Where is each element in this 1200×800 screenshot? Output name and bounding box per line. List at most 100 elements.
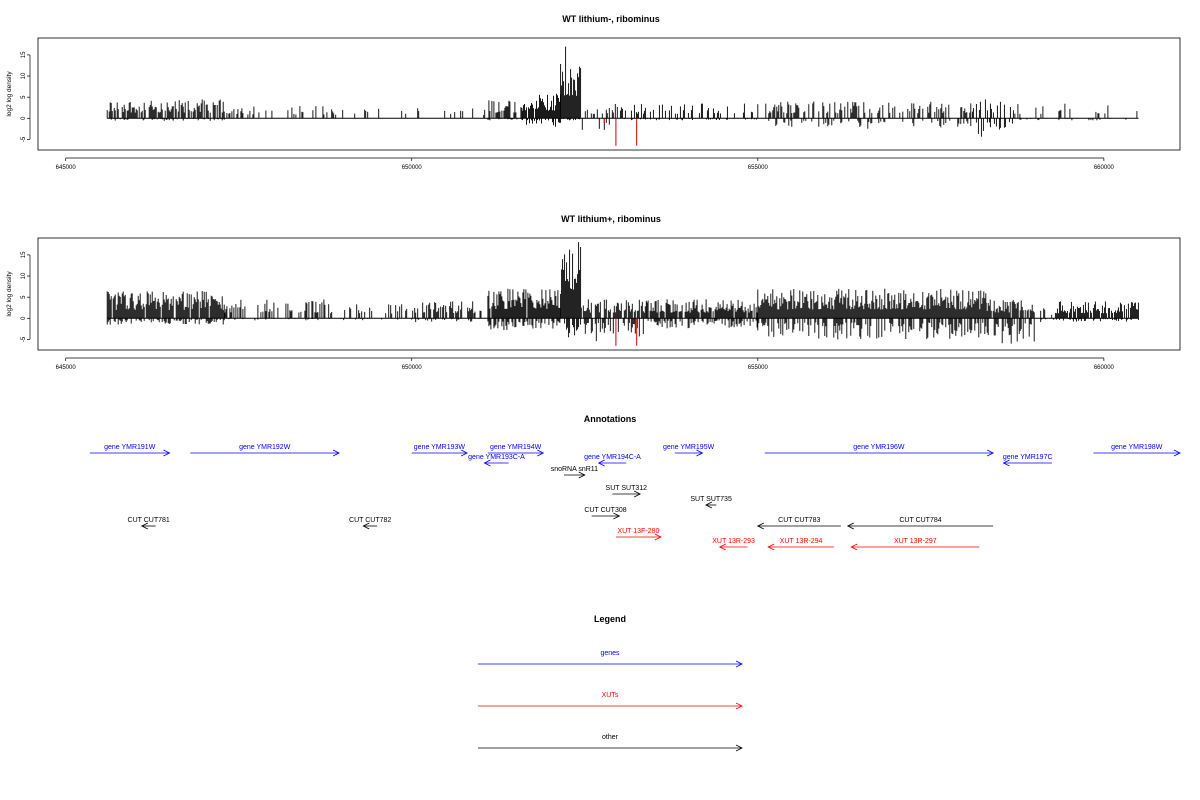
annotation-feature: gene YMR198W — [1093, 444, 1181, 457]
feature-arrowhead — [696, 449, 704, 457]
x-tick-label: 650000 — [402, 165, 423, 171]
y-tick-label: 0 — [21, 116, 27, 120]
y-tick-label: 15 — [21, 251, 27, 258]
legend-label: other — [602, 734, 619, 741]
panel-2-title: WT lithium+, ribominus — [561, 214, 661, 224]
legend-label: genes — [600, 650, 620, 657]
annotation-feature: gene YMR192W — [190, 444, 340, 457]
panel-1-title: WT lithium-, ribominus — [562, 14, 660, 24]
annotation-feature: CUT CUT782 — [349, 517, 391, 530]
feature-arrowhead — [1002, 459, 1010, 467]
feature-arrowhead — [597, 459, 605, 467]
x-tick-label: 645000 — [56, 165, 77, 171]
legend: Legend genes XUTs other — [478, 614, 743, 752]
legend-title: Legend — [594, 614, 626, 624]
annotation-feature: CUT CUT308 — [584, 507, 627, 520]
x-tick-label: 650000 — [402, 365, 423, 371]
annotation-feature: CUT CUT784 — [846, 517, 994, 530]
panel-2-frame — [37, 237, 1181, 351]
panel-2-ylabel: log2 log density — [6, 271, 13, 317]
x-tick-label: 655000 — [748, 365, 769, 371]
legend-label: XUTs — [602, 692, 619, 699]
panel-1-y-axis: -5 0 5 10 15 — [21, 51, 31, 142]
annotation-label: snoRNA snR11 — [551, 466, 598, 473]
x-tick-label: 660000 — [1094, 165, 1115, 171]
legend-entry: genes — [478, 650, 743, 668]
feature-arrowhead — [846, 522, 854, 530]
x-tick-label: 645000 — [56, 365, 77, 371]
annotation-label: XUT 13R-294 — [780, 538, 823, 545]
annotation-label: gene YMR193C-A — [468, 454, 525, 461]
feature-arrowhead — [705, 501, 713, 509]
x-tick-label: 660000 — [1094, 365, 1115, 371]
feature-arrowhead — [140, 522, 148, 530]
annotation-feature: SUT SUT735 — [690, 496, 732, 509]
feature-arrowhead — [850, 543, 858, 551]
annotation-label: SUT SUT312 — [606, 485, 648, 492]
annotation-feature: SUT SUT312 — [606, 485, 648, 498]
annotation-label: gene YMR197C — [1003, 454, 1053, 461]
panel-1-frame — [37, 37, 1181, 151]
annotation-label: gene YMR191W — [104, 444, 156, 451]
annotation-label: XUT 13F-280 — [617, 528, 659, 535]
feature-arrowhead — [578, 471, 586, 479]
annotation-feature: gene YMR195W — [663, 444, 715, 457]
panel-1-bars — [106, 46, 1139, 146]
annotation-feature: gene YMR193W — [411, 444, 469, 457]
feature-arrowhead — [986, 449, 995, 457]
y-tick-label: -5 — [21, 336, 27, 342]
feature-arrowhead — [654, 533, 662, 541]
annotation-feature: gene YMR196W — [764, 444, 995, 457]
feature-arrowhead — [756, 522, 764, 530]
annotation-label: gene YMR196W — [853, 444, 905, 451]
annotation-label: CUT CUT308 — [584, 507, 626, 514]
legend-arrowhead — [735, 660, 743, 668]
y-tick-label: 0 — [21, 316, 27, 320]
panel-2-y-axis: -5 0 5 10 15 — [21, 251, 31, 342]
annotation-label: SUT SUT735 — [690, 496, 732, 503]
legend-entry: other — [478, 734, 743, 752]
panel-lithium-plus: WT lithium+, ribominus log2 log density … — [6, 214, 1181, 371]
feature-arrowhead — [1173, 449, 1181, 457]
annotation-label: gene YMR194W — [490, 444, 542, 451]
annotation-feature: XUT 13F-280 — [615, 528, 662, 541]
annotation-feature: XUT 13R-293 — [712, 538, 755, 551]
panel-lithium-minus: WT lithium-, ribominus log2 log density … — [6, 14, 1181, 171]
annotation-label: gene YMR195W — [663, 444, 715, 451]
y-tick-label: 15 — [21, 51, 27, 58]
legend-entry: XUTs — [478, 692, 743, 710]
annotation-feature: gene YMR193C-A — [468, 454, 525, 467]
annotation-feature: CUT CUT783 — [756, 517, 841, 530]
annotation-label: XUT 13R-297 — [894, 538, 937, 545]
annotation-feature: XUT 13R-294 — [767, 538, 834, 551]
legend-entries: genes XUTs other — [478, 650, 743, 752]
annotation-label: CUT CUT782 — [349, 517, 391, 524]
y-tick-label: -5 — [21, 136, 27, 142]
panel-2-bars — [106, 242, 1139, 346]
legend-arrowhead — [735, 744, 743, 752]
annotation-feature: gene YMR194C-A — [584, 454, 641, 467]
annotation-feature: snoRNA snR11 — [551, 466, 598, 479]
feature-arrowhead — [332, 449, 340, 457]
y-tick-label: 5 — [21, 95, 27, 99]
feature-arrowhead — [613, 512, 621, 520]
annotation-feature: gene YMR194W — [487, 444, 545, 457]
annotation-feature: gene YMR191W — [89, 444, 171, 457]
annotation-label: gene YMR192W — [239, 444, 291, 451]
annotation-feature: gene YMR197C — [1002, 454, 1053, 467]
annotations-title: Annotations — [584, 414, 637, 424]
annotation-label: XUT 13R-293 — [712, 538, 755, 545]
annotation-feature: CUT CUT781 — [128, 517, 170, 530]
panel-1-ylabel: log2 log density — [6, 71, 13, 117]
annotation-label: gene YMR198W — [1111, 444, 1163, 451]
annotation-label: CUT CUT783 — [778, 517, 820, 524]
feature-arrowhead — [767, 543, 775, 551]
x-tick-label: 655000 — [748, 165, 769, 171]
feature-arrowhead — [163, 449, 171, 457]
feature-arrowhead — [718, 543, 726, 551]
annotation-label: gene YMR194C-A — [584, 454, 641, 461]
panel-2-x-axis: 645000 650000 655000 660000 — [56, 357, 1115, 371]
y-tick-label: 5 — [21, 295, 27, 299]
annotation-label: CUT CUT781 — [128, 517, 170, 524]
